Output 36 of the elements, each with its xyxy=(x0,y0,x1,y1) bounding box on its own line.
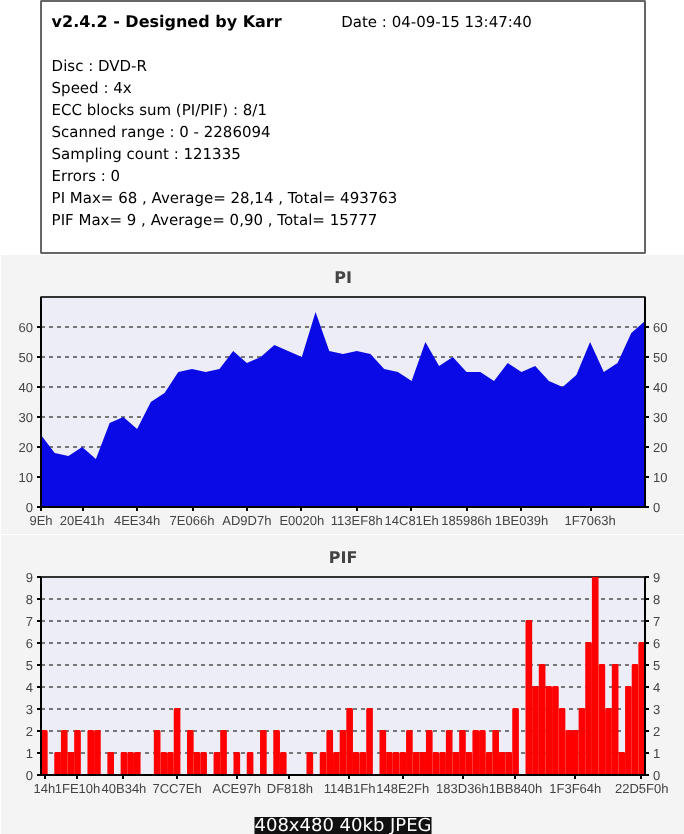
text: v2.4.2 - Designed by Karr xyxy=(51,13,282,31)
bar xyxy=(611,664,619,775)
bar xyxy=(552,686,559,775)
bar xyxy=(366,708,373,775)
bar xyxy=(187,730,194,775)
bar xyxy=(406,730,413,775)
bar xyxy=(326,730,334,775)
bar xyxy=(459,730,466,775)
bar xyxy=(479,730,486,775)
bar xyxy=(273,730,280,775)
bar xyxy=(94,730,101,775)
bar xyxy=(525,620,533,775)
chart-title: PI xyxy=(334,269,352,287)
bar xyxy=(133,752,141,775)
text: 408x480 40kb JPEG xyxy=(254,817,432,834)
chart-title: PIF xyxy=(328,549,358,567)
bar xyxy=(472,730,480,775)
bar xyxy=(173,708,181,775)
bar xyxy=(445,730,453,775)
bar xyxy=(87,730,95,775)
bar xyxy=(220,730,227,775)
bar xyxy=(107,752,115,775)
bar xyxy=(638,642,645,775)
bar xyxy=(233,752,241,775)
bar xyxy=(74,730,81,775)
bar xyxy=(200,752,207,775)
bar xyxy=(60,730,68,775)
bar xyxy=(425,730,433,775)
bar xyxy=(492,730,499,775)
bar xyxy=(591,577,599,775)
bar xyxy=(127,752,134,775)
bar xyxy=(538,664,546,775)
bar xyxy=(260,730,267,775)
bar xyxy=(306,752,314,775)
bar xyxy=(346,708,353,775)
bar xyxy=(512,708,519,775)
